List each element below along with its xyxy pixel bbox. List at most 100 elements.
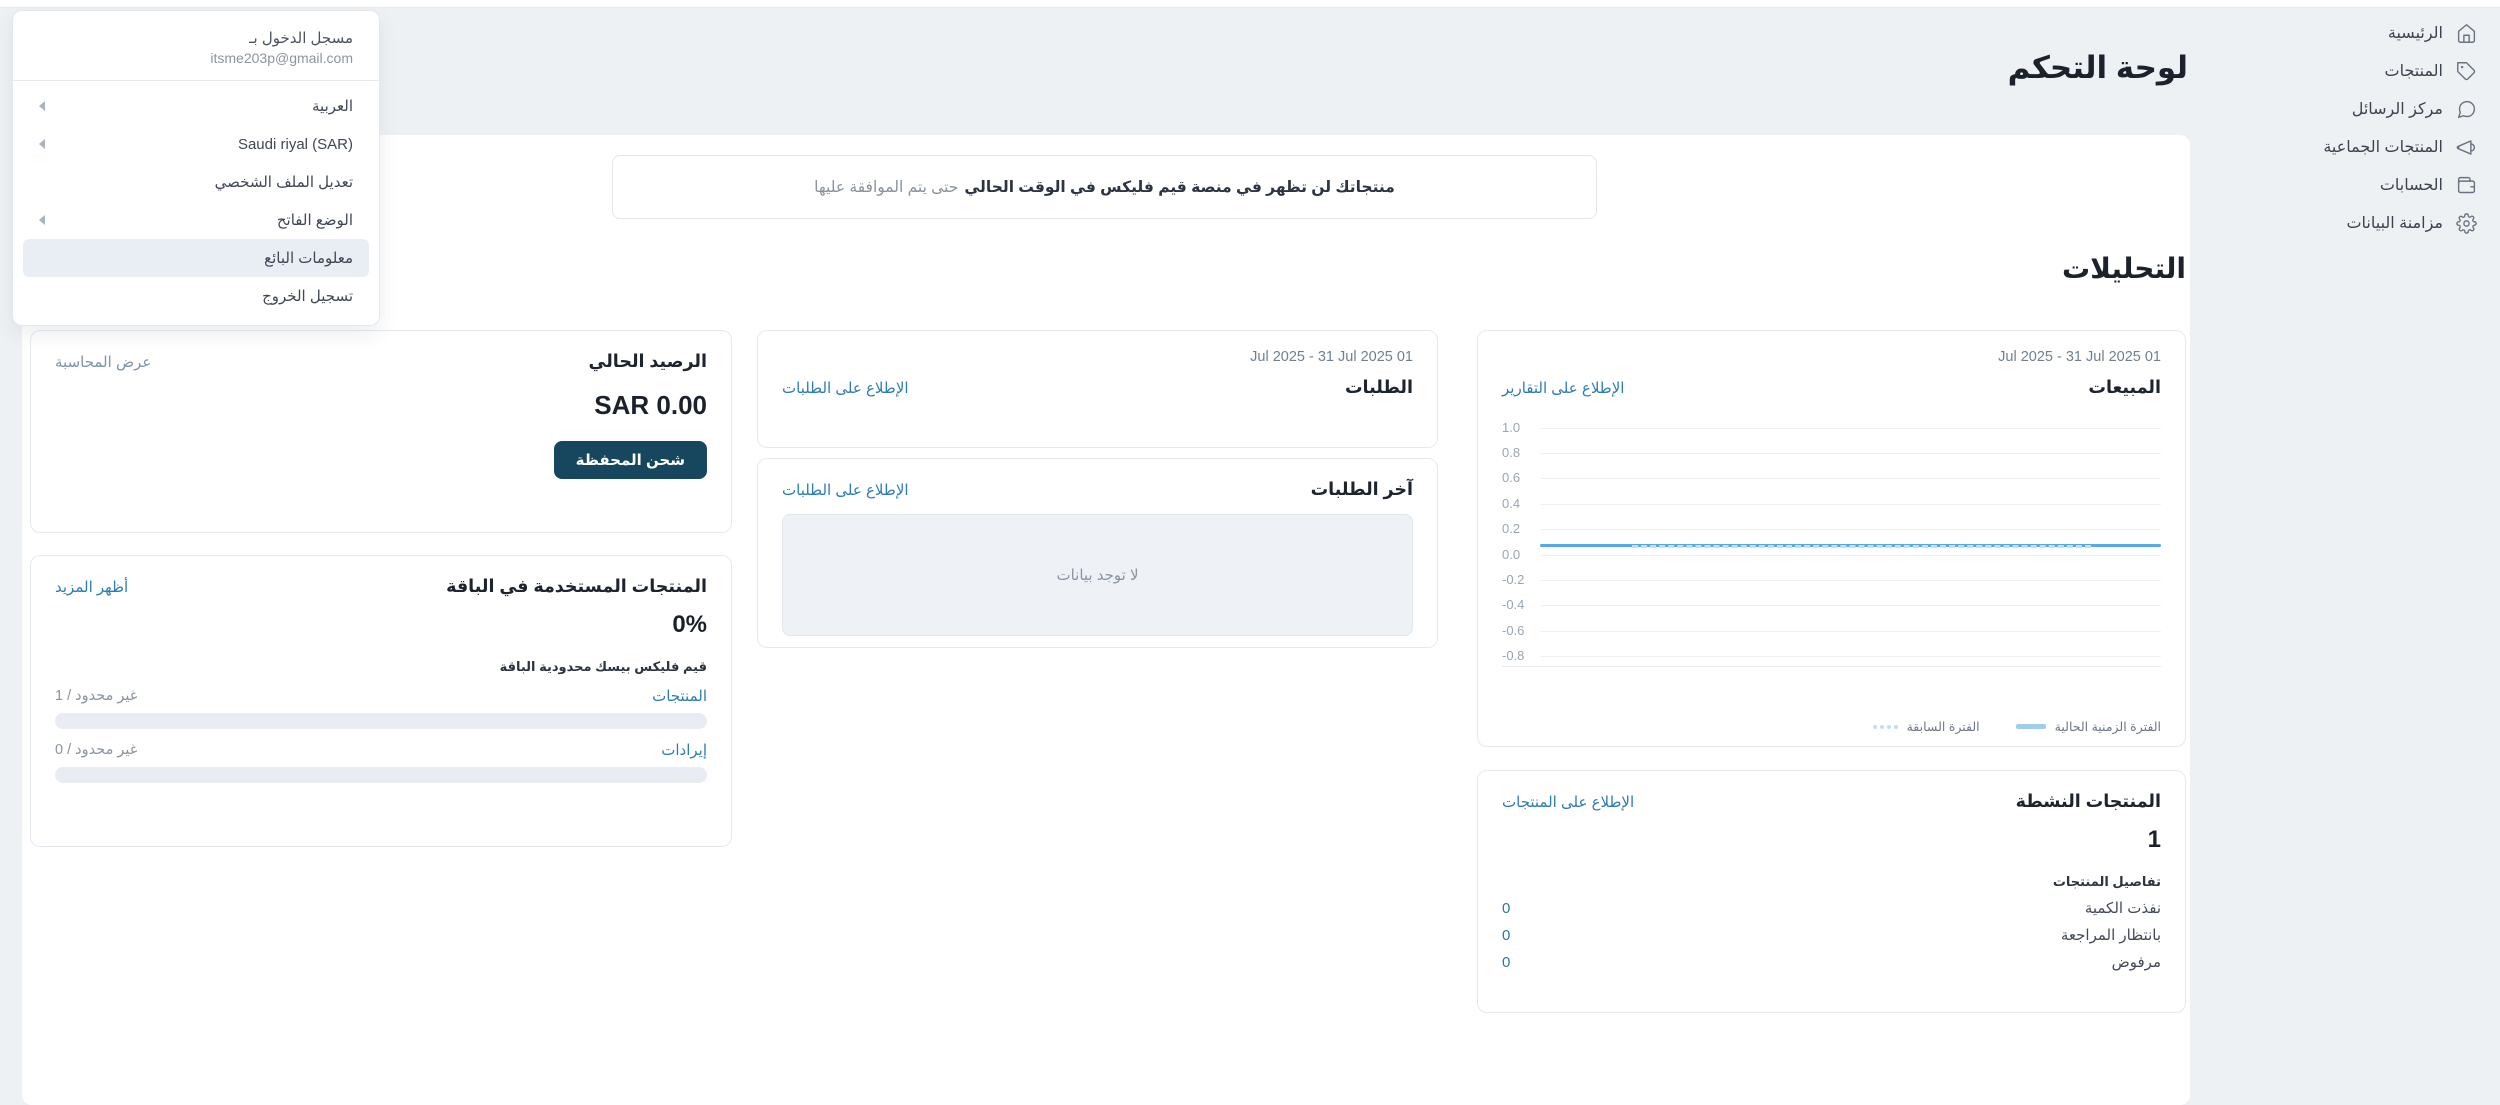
active-products-count: 1 [2147,826,2161,853]
gridline [1540,555,2161,556]
chevron-left-icon [39,215,45,225]
show-more-link[interactable]: أظهر المزيد [55,578,129,596]
products-progress-bar [55,713,707,729]
menu-item-language[interactable]: العربية [13,87,379,125]
package-plan-subtitle: قيم فليكس بيسك محدودية الباقة [499,659,707,674]
latest-orders-view-link[interactable]: الإطلاع على الطلبات [782,481,909,499]
approval-alert: منتجاتك لن تظهر في منصة قيم فليكس في الو… [612,155,1597,219]
y-tick: 0.8 [1502,445,1521,460]
alert-normal-text: حتى يتم الموافقة عليها [814,178,959,196]
dropdown-divider [13,80,379,81]
sidebar-item-group-products[interactable]: المنتجات الجماعية [2207,128,2477,166]
accounting-view-link[interactable]: عرض المحاسبة [55,353,152,371]
legend-current-swatch [2015,724,2046,729]
megaphone-icon [2456,139,2476,155]
gridline [1540,504,2161,505]
page-title: لوحة التحكم [2007,50,2188,85]
out-of-stock-row: نفذت الكمية 0 [1502,899,2161,918]
legend-previous-swatch [1872,724,1898,729]
signed-in-label: مسجل الدخول بـ [249,30,353,47]
signed-in-email: itsme203p@gmail.com [210,50,353,66]
gridline [1540,605,2161,606]
chevron-left-icon [39,101,45,111]
sidebar-item-home[interactable]: الرئيسية [2207,14,2477,52]
legend-current-label: الفترة الزمنية الحالية [2054,720,2161,734]
top-bar [0,0,2500,8]
revenue-progress-bar [55,767,707,783]
balance-title: الرصيد الحالي [588,351,707,371]
sidebar-item-label: الرئيسية [2387,25,2443,42]
y-tick: 0.6 [1502,470,1521,485]
previous-period-line [1632,545,2091,548]
menu-item-logout[interactable]: تسجيل الخروج [13,277,379,315]
products-view-link[interactable]: الإطلاع على المنتجات [1502,793,1635,811]
gear-icon [2456,212,2477,234]
package-revenue-label[interactable]: إيرادات [661,742,707,759]
sidebar-item-label: الحسابات [2379,177,2443,194]
sales-card: 01 Jul 2025 - 31 Jul 2025 المبيعات الإطل… [1477,330,2186,747]
balance-amount: SAR 0.00 [594,390,707,420]
sidebar-item-data-sync[interactable]: مزامنة البيانات [2207,204,2477,242]
y-tick: 0.2 [1502,521,1521,536]
package-usage-card: المنتجات المستخدمة في الباقة أظهر المزيد… [30,555,732,847]
y-tick: 0.4 [1502,496,1521,511]
tag-icon [2457,61,2476,80]
y-tick: -0.6 [1502,623,1525,638]
menu-item-label: الوضع الفاتح [276,212,353,229]
out-of-stock-value: 0 [1502,899,1511,917]
sales-reports-link[interactable]: الإطلاع على التقارير [1502,379,1625,397]
dropdown-header: مسجل الدخول بـ itsme203p@gmail.com [13,27,379,76]
recharge-wallet-button[interactable]: شحن المحفظة [553,441,707,479]
chart-legend: الفترة الزمنية الحالية الفترة السابقة [1502,719,2161,734]
awaiting-review-row: بانتظار المراجعة 0 [1502,926,2161,945]
latest-orders-title: آخر الطلبات [1310,479,1413,499]
sidebar-item-label: مزامنة البيانات [2346,215,2443,232]
package-products-label[interactable]: المنتجات [652,688,707,705]
gridline [1540,453,2161,454]
menu-item-label: معلومات البائع [264,250,353,267]
sidebar-item-label: مركز الرسائل [2351,101,2443,118]
menu-item-seller-info[interactable]: معلومات البائع [23,239,369,277]
account-dropdown-menu: مسجل الدخول بـ itsme203p@gmail.com العرب… [12,10,380,326]
rejected-label: مرفوض [2111,954,2161,971]
sales-chart: 1.0 0.8 0.6 0.4 0.2 0.0 -0.2 -0.4 -0.6 -… [1502,412,2161,674]
sidebar-item-accounts[interactable]: الحسابات [2207,166,2477,204]
package-products-row: المنتجات 1 / غير محدود [55,687,707,705]
gridline [1540,428,2161,429]
menu-item-light-mode[interactable]: الوضع الفاتح [13,201,379,239]
y-tick: 0.0 [1502,547,1521,562]
menu-item-edit-profile[interactable]: تعديل الملف الشخصي [13,163,379,201]
y-tick: -0.4 [1502,597,1525,612]
latest-orders-card: آخر الطلبات الإطلاع على الطلبات لا توجد … [757,458,1438,648]
package-revenue-row: إيرادات 0 / غير محدود [55,741,707,759]
y-tick: 1.0 [1502,420,1521,435]
wallet-icon [2457,176,2476,193]
package-revenue-value: 0 / غير محدود [55,742,138,758]
sales-title: المبيعات [2088,377,2161,397]
product-details-subtitle: تفاصيل المنتجات [2052,874,2161,889]
menu-item-label: تعديل الملف الشخصي [214,174,353,191]
gridline [1540,580,2161,581]
y-tick: -0.8 [1502,648,1525,663]
gridline [1540,529,2161,530]
gridline [1540,656,2161,657]
orders-view-link[interactable]: الإطلاع على الطلبات [782,379,909,397]
sidebar-item-label: المنتجات [2384,63,2444,80]
orders-title: الطلبات [1344,377,1413,397]
gridline [1540,478,2161,479]
awaiting-review-value: 0 [1502,926,1511,944]
sidebar-item-products[interactable]: المنتجات [2207,52,2477,90]
awaiting-review-label: بانتظار المراجعة [2060,927,2161,944]
chat-icon [2457,100,2476,118]
sidebar-nav: الرئيسية المنتجات مركز الرسائل المنتجات … [2207,14,2477,242]
package-title: المنتجات المستخدمة في الباقة [446,576,707,596]
x-axis-line [1502,666,2161,667]
sales-date-range: 01 Jul 2025 - 31 Jul 2025 [1998,349,2161,365]
rejected-value: 0 [1502,953,1511,971]
menu-item-currency[interactable]: Saudi riyal (SAR) [13,125,379,163]
orders-card: 01 Jul 2025 - 31 Jul 2025 الطلبات الإطلا… [757,330,1438,448]
sidebar-item-message-center[interactable]: مركز الرسائل [2207,90,2477,128]
balance-card: الرصيد الحالي عرض المحاسبة SAR 0.00 شحن … [30,330,732,533]
active-products-card: المنتجات النشطة الإطلاع على المنتجات 1 ت… [1477,770,2186,1013]
rejected-row: مرفوض 0 [1502,953,2161,972]
